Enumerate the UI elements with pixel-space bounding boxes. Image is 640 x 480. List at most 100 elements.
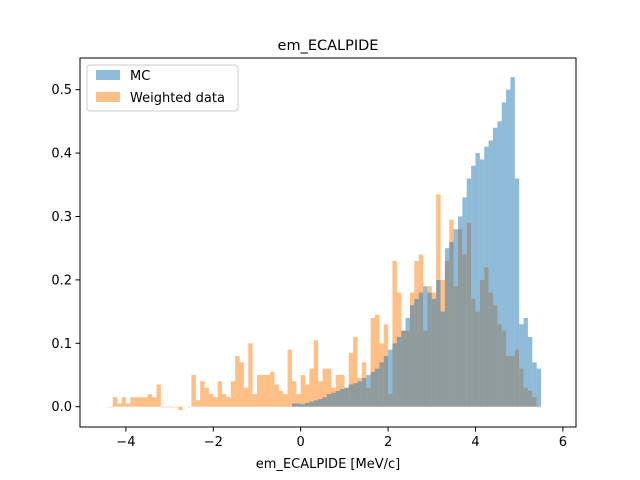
weighted-data-bar-44 [305, 384, 310, 407]
mc-bar-44 [484, 146, 489, 407]
mc-bar-56 [536, 368, 542, 407]
mc-bar-53 [523, 317, 528, 407]
mc-bar-22 [388, 349, 393, 407]
mc-bar-21 [383, 355, 389, 407]
mc-bar-43 [479, 159, 485, 407]
mc-bar-18 [370, 371, 375, 407]
weighted-data-bar-6 [134, 397, 139, 407]
mc-bar-9 [331, 392, 336, 407]
mc-bar-39 [462, 197, 467, 407]
x-tick-label: 6 [559, 435, 567, 450]
legend-swatch-mc [96, 70, 120, 80]
weighted-data-bar-55 [353, 336, 358, 407]
weighted-data-bar-26 [226, 397, 231, 407]
y-tick-label: 0.0 [51, 400, 72, 415]
weighted-data-bar-16 [178, 406, 183, 410]
weighted-data-bar-5 [130, 397, 135, 407]
chart-title: em_ECALPIDE [278, 38, 379, 54]
mc-bar-20 [379, 362, 384, 407]
mc-bar-6 [318, 399, 323, 407]
mc-bar-33 [436, 279, 441, 407]
mc-bar-7 [322, 397, 327, 407]
y-tick-label: 0.2 [51, 273, 72, 288]
mc-bar-26 [405, 317, 410, 407]
weighted-data-bar-36 [270, 371, 275, 407]
weighted-data-bar-21 [204, 387, 209, 407]
mc-bar-36 [449, 241, 454, 407]
weighted-data-bar-13 [165, 406, 170, 408]
mc-bar-35 [444, 248, 450, 407]
weighted-data-bar-64 [392, 260, 397, 407]
weighted-data-bar-2 [117, 403, 122, 407]
mc-bar-17 [366, 375, 371, 407]
y-tick-label: 0.3 [51, 210, 72, 225]
weighted-data-bar-60 [374, 314, 380, 407]
y-axis: 0.0 0.1 0.2 0.3 0.4 0.5 [51, 83, 80, 415]
mc-bar-8 [326, 394, 332, 407]
mc-bar-32 [431, 298, 437, 407]
x-axis-label: em_ECALPIDE [MeV/c] [256, 457, 400, 472]
mc-bar-29 [418, 292, 424, 407]
mc-bar-0 [291, 403, 297, 407]
weighted-data-bar-19 [195, 400, 201, 407]
x-tick-label: 2 [384, 435, 392, 450]
mc-bar-31 [427, 292, 432, 407]
weighted-data-bar-45 [309, 368, 314, 407]
mc-bar-24 [396, 336, 402, 407]
x-tick-label: 4 [471, 435, 479, 450]
weighted-data-bar-32 [252, 394, 257, 407]
mc-bar-42 [475, 153, 480, 407]
mc-bar-46 [492, 127, 498, 407]
y-tick-label: 0.5 [51, 83, 72, 98]
legend: MC Weighted data [86, 64, 239, 112]
weighted-data-bar-48 [322, 368, 327, 407]
weighted-data-bar-3 [121, 397, 126, 407]
legend-swatch-weighted-data [96, 92, 120, 102]
mc-bar-11 [340, 388, 345, 407]
mc-bar-51 [514, 178, 520, 407]
mc-bar-50 [510, 77, 515, 407]
mc-bar-2 [300, 404, 306, 407]
weighted-data-bar-39 [283, 394, 288, 407]
weighted-data-bar-31 [248, 343, 253, 407]
mc-bar-45 [488, 140, 493, 407]
weighted-data-bar-15 [173, 406, 179, 408]
weighted-data-bar-46 [313, 340, 319, 407]
mc-bar-41 [471, 165, 476, 407]
weighted-data-bar-42 [296, 394, 301, 407]
weighted-data-bar-18 [191, 375, 196, 407]
mc-bar-34 [440, 311, 445, 407]
weighted-data-bar-20 [200, 381, 205, 407]
mc-bar-49 [506, 89, 511, 407]
weighted-data-bar-54 [348, 352, 354, 407]
mc-bar-15 [357, 381, 362, 407]
weighted-data-bar-33 [256, 375, 262, 407]
weighted-data-bar-40 [287, 349, 292, 407]
mc-bar-10 [335, 390, 341, 407]
mc-bar-13 [348, 384, 354, 407]
weighted-data-bar-41 [291, 381, 297, 407]
mc-bar-1 [296, 403, 301, 407]
mc-bar-19 [374, 368, 380, 407]
weighted-data-bar-35 [265, 375, 271, 407]
weighted-data-bar-17 [187, 406, 192, 408]
x-tick-label: −4 [116, 435, 135, 450]
mc-bar-4 [309, 401, 314, 407]
weighted-data-bar-38 [278, 390, 284, 407]
weighted-data-bar-8 [143, 397, 148, 407]
weighted-data-bar-11 [156, 384, 161, 407]
weighted-data-bar-4 [125, 403, 131, 407]
weighted-data-bar-1 [112, 397, 118, 407]
mc-bar-47 [497, 121, 502, 407]
mc-bar-16 [361, 378, 367, 407]
mc-bar-27 [409, 305, 415, 407]
x-tick-label: 0 [297, 435, 305, 450]
mc-bar-40 [466, 178, 472, 407]
weighted-data-bar-47 [318, 381, 323, 407]
weighted-data-bar-49 [326, 368, 332, 407]
mc-bar-25 [401, 330, 406, 407]
weighted-data-bar-0 [108, 406, 113, 408]
weighted-data-bar-34 [261, 375, 266, 407]
weighted-data-bar-22 [208, 394, 214, 407]
